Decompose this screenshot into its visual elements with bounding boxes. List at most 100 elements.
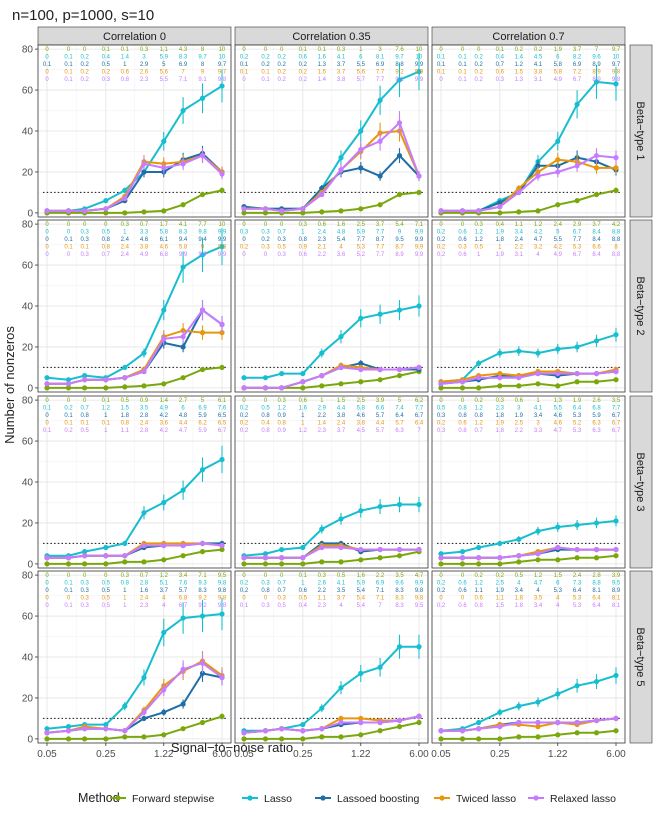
data-label: 0 — [67, 596, 71, 602]
data-label: 4.1 — [337, 55, 346, 61]
data-label: 1.9 — [496, 588, 505, 594]
data-point — [555, 370, 561, 377]
data-label: 0.3 — [437, 428, 446, 434]
data-label: 9.5 — [218, 573, 227, 579]
legend-swatch-point — [115, 795, 121, 801]
data-point — [262, 375, 269, 381]
data-label: 3.4 — [515, 230, 524, 236]
data-label: 0.9 — [277, 413, 286, 419]
data-label: 7.7 — [415, 406, 424, 412]
data-label: 0.1 — [437, 55, 446, 61]
data-label: 0.6 — [299, 55, 308, 61]
data-point — [82, 373, 88, 379]
series-line — [46, 661, 223, 734]
data-point — [141, 709, 147, 715]
data-label: 0.2 — [64, 428, 73, 434]
data-label: 3.7 — [376, 222, 385, 228]
data-label: 2.9 — [573, 222, 582, 228]
data-point — [574, 370, 580, 377]
data-label: 0.7 — [474, 428, 483, 434]
data-point — [141, 383, 147, 389]
data-label: 0.1 — [43, 62, 52, 68]
panel-border — [234, 44, 429, 218]
data-point — [476, 375, 482, 381]
data-point — [103, 210, 109, 216]
panel-r1-c1: 0 0 0 0.1 0.1 0.3 1.1 4.3 8 100 0.1 0.2 0.4 1.4 3 5.9 8.… — [22, 45, 232, 219]
data-label: 4.4 — [376, 421, 385, 427]
data-point — [161, 687, 167, 693]
data-label: 4.7 — [554, 428, 563, 434]
data-label: 6.8 — [592, 406, 601, 412]
data-label: 8.4 — [592, 237, 601, 243]
data-label: 8.8 — [612, 252, 621, 258]
data-point — [338, 364, 344, 371]
data-label: 5 — [162, 62, 166, 68]
data-label: 5.7 — [395, 421, 404, 427]
data-point — [180, 344, 186, 350]
data-point — [555, 524, 561, 530]
data-point — [319, 544, 325, 551]
data-point — [377, 311, 383, 317]
data-point — [497, 350, 503, 356]
data-point — [241, 206, 247, 212]
data-label: 2.4 — [515, 237, 524, 243]
data-label: 5.7 — [179, 588, 188, 594]
x-tick-label: 0.05 — [234, 749, 254, 760]
data-point — [396, 120, 403, 126]
data-point — [180, 487, 186, 493]
data-label: 3.1 — [515, 252, 524, 258]
data-label: 6.9 — [179, 62, 188, 68]
data-point — [122, 375, 128, 381]
data-label: 3.8 — [140, 245, 149, 251]
y-tick-label: 60 — [22, 261, 34, 272]
data-label: 9.8 — [415, 588, 424, 594]
data-point — [497, 375, 503, 381]
data-label: 8.8 — [612, 230, 621, 236]
data-label: 2.6 — [140, 70, 149, 76]
data-point — [574, 198, 580, 204]
data-label: 0.2 — [496, 573, 505, 579]
y-tick-label: 0 — [27, 559, 33, 570]
data-label: 4.6 — [554, 421, 563, 427]
data-label: 0.5 — [277, 245, 286, 251]
data-label: 0.2 — [437, 588, 446, 594]
data-point — [396, 644, 403, 650]
data-point — [338, 715, 344, 722]
data-point — [44, 381, 50, 387]
data-point — [141, 715, 147, 722]
data-point — [44, 385, 50, 391]
data-label: 8 — [201, 47, 205, 53]
data-point — [358, 557, 364, 563]
data-label: 7.3 — [573, 581, 582, 587]
data-label: 0.1 — [458, 70, 467, 76]
data-point — [416, 303, 422, 309]
series-line — [440, 370, 617, 385]
data-label: 4.8 — [179, 413, 188, 419]
data-label: 2.4 — [121, 245, 130, 251]
data-label: 0.3 — [80, 237, 89, 243]
data-label: 0.3 — [277, 398, 286, 404]
data-point — [122, 559, 128, 565]
data-label: 3.5 — [140, 406, 149, 412]
data-point — [613, 81, 619, 87]
data-point — [141, 559, 147, 565]
data-label: 1.3 — [554, 398, 563, 404]
data-label: 0.8 — [458, 413, 467, 419]
data-label: 0.2 — [437, 581, 446, 587]
data-label: 5.8 — [160, 230, 169, 236]
data-label: 5.7 — [376, 428, 385, 434]
data-point — [613, 553, 619, 559]
data-label: 0.2 — [474, 398, 483, 404]
data-label: 0.2 — [277, 77, 286, 83]
data-point — [555, 202, 561, 208]
data-label: 6.7 — [218, 428, 227, 434]
data-point — [377, 664, 383, 670]
data-label: 3.8 — [337, 77, 346, 83]
data-label: 0.1 — [80, 421, 89, 427]
data-label: 5.3 — [573, 413, 582, 419]
data-label: 5.6 — [357, 70, 366, 76]
data-point — [141, 368, 147, 375]
data-label: 10 — [219, 222, 226, 228]
data-label: 7.1 — [376, 588, 385, 594]
